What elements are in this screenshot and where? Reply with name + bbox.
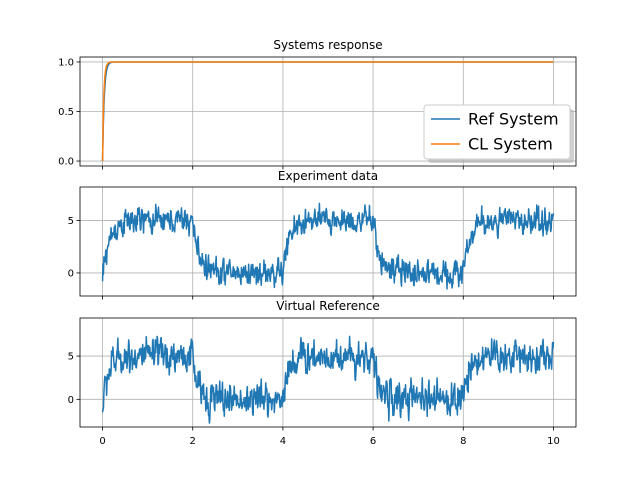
legend-ref-system-label: Ref System — [468, 110, 559, 129]
x-tick-label: 2 — [190, 436, 196, 447]
experiment-data-title: Experiment data — [278, 169, 378, 183]
experiment-data-panel: 0 5 Experiment data — [68, 169, 577, 300]
series-line-panel-1 — [101, 202, 555, 290]
series-line-panel-2 — [101, 335, 555, 424]
y-tick-label: 0.0 — [58, 157, 74, 168]
legend-cl-system-label: CL System — [468, 135, 553, 154]
x-tick-label: 0 — [99, 436, 105, 447]
x-tick-label: 6 — [370, 436, 376, 447]
y-tick-label: 1.0 — [58, 57, 74, 68]
virtual-reference-title: Virtual Reference — [276, 299, 379, 313]
series-line-cl-system — [101, 61, 554, 162]
x-tick-label: 8 — [460, 436, 466, 447]
axes-frame — [79, 186, 577, 297]
x-tick-label: 4 — [280, 436, 286, 447]
systems-response-title: Systems response — [273, 38, 382, 52]
legend-box — [423, 104, 571, 160]
y-tick-label: 0 — [68, 395, 74, 406]
systems-response-panel: 0.0 0.5 1.0 Systems response — [58, 38, 577, 170]
virtual-reference-panel: 0 5 0 2 4 6 8 10 Virtual Reference — [68, 299, 577, 447]
y-tick-label: 0 — [68, 268, 74, 279]
axes-frame — [79, 317, 577, 428]
x-tick-label: 10 — [547, 436, 560, 447]
y-tick-label: 0.5 — [58, 107, 74, 118]
legend: Ref System CL System — [423, 104, 574, 163]
y-tick-label: 5 — [68, 352, 74, 363]
y-tick-label: 5 — [68, 216, 74, 227]
